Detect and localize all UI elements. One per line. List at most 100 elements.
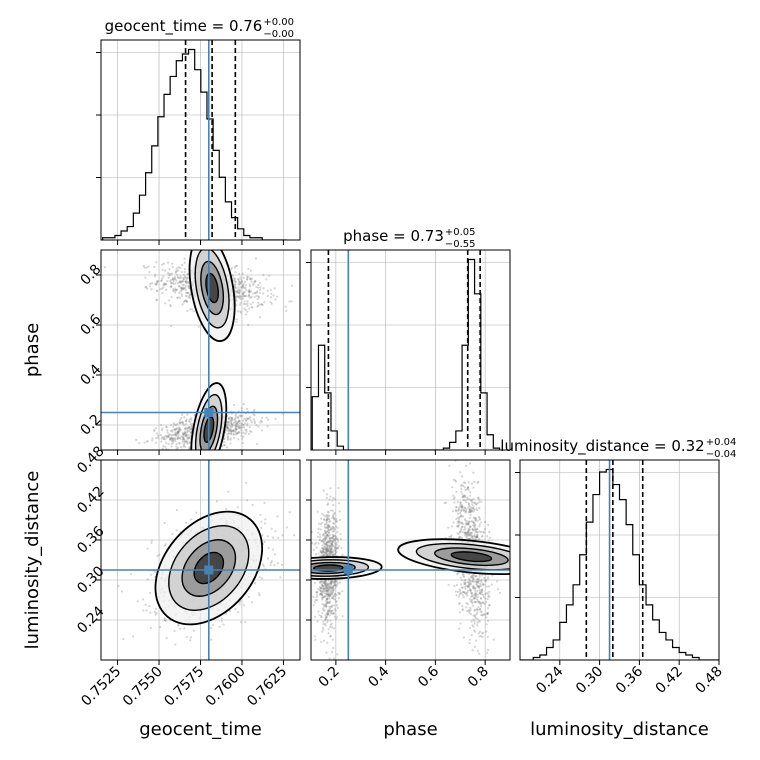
sample-point bbox=[250, 277, 254, 280]
sample-point bbox=[312, 604, 315, 607]
sample-point bbox=[458, 602, 462, 605]
sample-point bbox=[227, 429, 230, 433]
sample-point bbox=[478, 585, 481, 588]
sample-point bbox=[480, 580, 483, 584]
sample-point bbox=[241, 292, 244, 296]
sample-point bbox=[168, 274, 171, 277]
sample-point bbox=[223, 437, 226, 440]
sample-point bbox=[235, 427, 238, 430]
sample-point bbox=[322, 581, 326, 585]
sample-point bbox=[464, 519, 467, 522]
sample-point bbox=[330, 582, 333, 585]
sample-point bbox=[181, 438, 184, 441]
sample-point bbox=[448, 464, 451, 467]
sample-point bbox=[185, 436, 188, 439]
sample-point bbox=[187, 286, 190, 289]
sample-point bbox=[470, 591, 474, 594]
sample-point bbox=[234, 425, 238, 429]
sample-point bbox=[240, 427, 243, 430]
sample-point bbox=[471, 585, 475, 588]
sample-point bbox=[467, 533, 471, 536]
sample-point bbox=[273, 553, 277, 556]
hist-step-luminosity_distance bbox=[520, 468, 719, 660]
sample-point bbox=[330, 582, 333, 585]
sample-point bbox=[475, 507, 478, 510]
sample-point bbox=[249, 416, 252, 419]
sample-point bbox=[229, 437, 232, 440]
sample-point bbox=[129, 572, 133, 576]
sample-point bbox=[197, 325, 200, 328]
sample-point bbox=[462, 636, 466, 639]
sample-point bbox=[334, 593, 337, 596]
sample-point bbox=[478, 517, 481, 520]
sample-point bbox=[269, 561, 273, 564]
sample-point bbox=[462, 481, 466, 484]
sample-point bbox=[322, 553, 326, 557]
sample-point bbox=[231, 424, 234, 427]
sample-point bbox=[327, 601, 330, 604]
sample-point bbox=[171, 425, 175, 428]
sample-point bbox=[156, 554, 159, 557]
sample-point bbox=[319, 585, 322, 589]
sample-point bbox=[166, 431, 169, 434]
sample-point bbox=[325, 548, 328, 551]
sample-point bbox=[171, 429, 174, 432]
sample-point bbox=[332, 597, 335, 600]
sample-point bbox=[320, 551, 323, 554]
sample-point bbox=[324, 589, 327, 593]
title-text: phase = 0.73 bbox=[343, 227, 444, 245]
sample-point bbox=[319, 528, 322, 531]
sample-point bbox=[148, 605, 151, 608]
sample-point bbox=[172, 439, 175, 442]
sample-point bbox=[190, 425, 193, 428]
sample-point bbox=[233, 279, 236, 282]
sample-point bbox=[323, 539, 326, 542]
sample-point bbox=[236, 421, 240, 424]
sample-point bbox=[463, 507, 467, 510]
sample-point bbox=[245, 278, 249, 281]
sample-point bbox=[244, 418, 248, 422]
sample-point bbox=[332, 515, 335, 518]
sample-point bbox=[314, 598, 317, 602]
sample-point bbox=[326, 590, 329, 593]
sample-point bbox=[236, 291, 239, 294]
sample-point bbox=[322, 623, 325, 626]
sample-point bbox=[248, 291, 251, 294]
sample-point bbox=[239, 415, 242, 418]
sample-point bbox=[167, 261, 170, 264]
x-tick-label-luminosity_distance: 0.24 bbox=[533, 663, 566, 696]
sample-point bbox=[230, 430, 233, 433]
sample-point bbox=[478, 591, 481, 594]
sample-point bbox=[232, 429, 235, 432]
sample-point bbox=[233, 277, 237, 280]
sample-point bbox=[170, 272, 174, 275]
title-lower-error: −0.04 bbox=[706, 449, 737, 460]
sample-point bbox=[332, 540, 335, 543]
sample-point bbox=[470, 620, 473, 623]
sample-point bbox=[326, 601, 329, 604]
sample-point bbox=[188, 425, 191, 428]
sample-point bbox=[171, 265, 174, 269]
sample-point bbox=[326, 620, 329, 624]
sample-point bbox=[335, 600, 338, 603]
sample-point bbox=[184, 419, 188, 422]
sample-point bbox=[471, 510, 474, 513]
sample-point bbox=[333, 584, 337, 587]
sample-point bbox=[477, 600, 480, 603]
sample-point bbox=[174, 423, 178, 427]
sample-point bbox=[315, 591, 319, 594]
sample-point bbox=[270, 560, 274, 563]
sample-point bbox=[325, 534, 329, 537]
sample-point bbox=[458, 535, 461, 538]
sample-point bbox=[330, 596, 334, 599]
sample-point bbox=[229, 419, 233, 422]
sample-point bbox=[341, 553, 344, 556]
sample-point bbox=[461, 507, 465, 511]
sample-point bbox=[181, 433, 185, 436]
sample-point bbox=[236, 423, 239, 426]
sample-point bbox=[476, 528, 479, 531]
sample-point bbox=[261, 303, 264, 307]
sample-point bbox=[464, 582, 467, 585]
sample-point bbox=[496, 580, 499, 583]
sample-point bbox=[237, 427, 240, 430]
